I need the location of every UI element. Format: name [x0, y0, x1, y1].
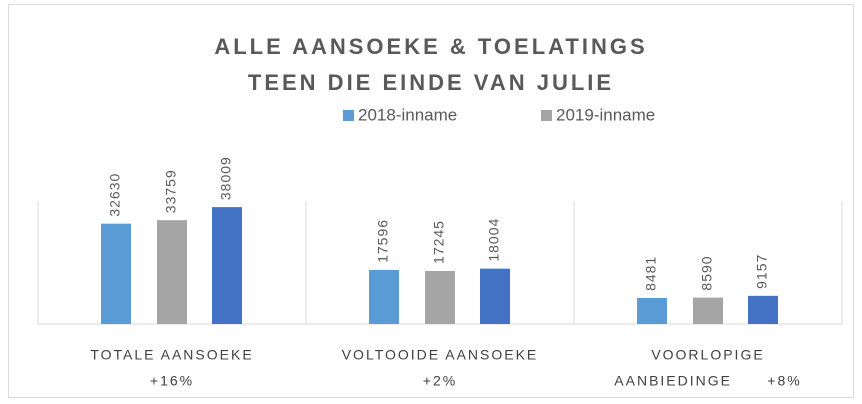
- data-label: 33759: [163, 169, 179, 213]
- bar: [212, 207, 242, 324]
- data-label: 9157: [754, 254, 770, 289]
- data-label: 8590: [699, 255, 715, 290]
- data-label: 18004: [486, 218, 502, 262]
- legend-label: 2019-inname: [556, 105, 655, 124]
- x-tick-label: +16%: [150, 373, 194, 389]
- x-tick-label: VOLTOOIDE AANSOEKE: [342, 347, 539, 363]
- bar: [425, 270, 455, 324]
- bar: [157, 220, 187, 324]
- data-label: 8481: [643, 256, 659, 291]
- bar: [748, 295, 778, 324]
- data-label: 17596: [375, 219, 391, 263]
- x-tick-label: VOORLOPIGE: [651, 347, 764, 363]
- bar: [369, 269, 399, 324]
- data-label: 32630: [107, 173, 123, 217]
- legend-swatch: [541, 110, 552, 121]
- x-tick-label: TOTALE AANSOEKE: [90, 347, 253, 363]
- x-tick-label: +2%: [423, 373, 457, 389]
- legend-swatch: [343, 110, 354, 121]
- bar: [101, 223, 131, 324]
- bar: [637, 297, 667, 324]
- legend-label: 2018-inname: [358, 105, 457, 124]
- chart-title: ALLE AANSOEKE & TOELATINGS: [214, 34, 647, 59]
- data-label: 38009: [218, 156, 234, 200]
- bar: [480, 268, 510, 324]
- bar: [693, 297, 723, 324]
- chart-border: [8, 4, 854, 398]
- data-label: 17245: [431, 220, 447, 264]
- x-tick-label: AANBIEDINGE +8%: [614, 373, 801, 389]
- chart-title: TEEN DIE EINDE VAN JULIE: [248, 70, 614, 95]
